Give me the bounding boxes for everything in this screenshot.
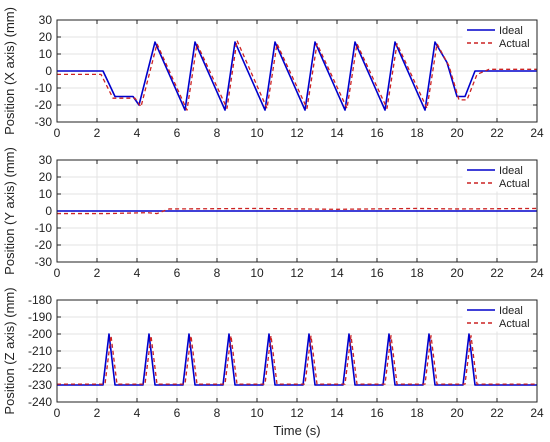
subplot-3: 0 2 4 6 8 10 12 14 16 18 20 22 24-240-230-220-210-20… <box>2 287 544 438</box>
x-tick-label: 20 <box>450 406 464 420</box>
x-tick-label: 2 <box>94 406 101 420</box>
y-tick-label: -30 <box>35 255 53 269</box>
y-tick-label: -180 <box>28 293 52 307</box>
y-axis-label: Position (Z axis) (mm) <box>2 287 17 414</box>
x-tick-label: 8 <box>214 126 221 140</box>
x-tick-label: 18 <box>410 126 424 140</box>
axes-frame <box>56 159 538 263</box>
legend-label-ideal: Ideal <box>499 25 523 37</box>
x-tick-label: 2 <box>94 266 101 280</box>
x-tick-label: 8 <box>214 266 221 280</box>
y-tick-label: -240 <box>28 395 52 409</box>
series-line-actual <box>57 207 538 215</box>
x-tick-label: 22 <box>490 266 504 280</box>
x-tick-label: 4 <box>134 126 141 140</box>
y-tick-label: 0 <box>45 64 52 78</box>
legend-box <box>462 160 537 192</box>
x-tick-label: 18 <box>410 406 424 420</box>
series-line-actual <box>57 39 537 111</box>
x-tick-label: 4 <box>134 266 141 280</box>
y-tick-label: 30 <box>39 153 53 167</box>
x-tick-label: 24 <box>530 266 544 280</box>
y-tick-label: -200 <box>28 327 52 341</box>
x-tick-label: 0 <box>54 266 61 280</box>
y-tick-label: -230 <box>28 378 52 392</box>
x-tick-label: 4 <box>134 406 141 420</box>
x-tick-label: 22 <box>490 126 504 140</box>
y-tick-label: -20 <box>35 238 53 252</box>
x-tick-label: 14 <box>330 126 344 140</box>
x-axis-label: Time (s) <box>273 423 320 438</box>
y-tick-label: -30 <box>35 115 53 129</box>
legend-label-actual: Actual <box>499 318 530 330</box>
y-axis-label: Position (X axis) (mm) <box>2 7 17 135</box>
x-tick-label: 10 <box>250 126 264 140</box>
y-tick-label: -210 <box>28 344 52 358</box>
y-tick-label: 20 <box>39 170 53 184</box>
series-line-ideal <box>57 333 537 386</box>
x-tick-label: 18 <box>410 266 424 280</box>
x-tick-label: 16 <box>370 266 384 280</box>
x-tick-label: 10 <box>250 266 264 280</box>
x-tick-label: 12 <box>290 406 304 420</box>
x-tick-label: 8 <box>214 406 221 420</box>
x-tick-label: 10 <box>250 406 264 420</box>
x-tick-label: 14 <box>330 266 344 280</box>
y-tick-label: 0 <box>45 204 52 218</box>
legend-box <box>462 20 537 52</box>
legend-label-ideal: Ideal <box>499 305 523 317</box>
legend-label-actual: Actual <box>499 38 530 50</box>
y-tick-label: -20 <box>35 98 53 112</box>
x-tick-label: 20 <box>450 126 464 140</box>
x-tick-label: 16 <box>370 126 384 140</box>
y-tick-label: 30 <box>39 13 53 27</box>
y-tick-label: 10 <box>39 47 53 61</box>
x-tick-label: 0 <box>54 406 61 420</box>
y-tick-label: -10 <box>35 81 53 95</box>
x-tick-label: 6 <box>174 126 181 140</box>
legend-box <box>462 300 537 332</box>
x-tick-label: 22 <box>490 406 504 420</box>
x-tick-label: 0 <box>54 126 61 140</box>
x-tick-label: 24 <box>530 406 544 420</box>
x-tick-label: 12 <box>290 126 304 140</box>
axes-frame <box>56 299 538 403</box>
x-tick-label: 12 <box>290 266 304 280</box>
series-line-actual <box>57 335 537 385</box>
subplot-2: 0 2 4 6 8 10 12 14 16 18 20 22 24-30-20-100102030Ide… <box>2 147 544 280</box>
y-tick-label: 20 <box>39 30 53 44</box>
axes-frame <box>56 19 538 123</box>
legend-label-actual: Actual <box>499 178 530 190</box>
x-tick-label: 6 <box>174 406 181 420</box>
x-tick-label: 16 <box>370 406 384 420</box>
legend-label-ideal: Ideal <box>499 165 523 177</box>
x-tick-label: 20 <box>450 266 464 280</box>
y-tick-label: 10 <box>39 187 53 201</box>
x-tick-label: 14 <box>330 406 344 420</box>
x-tick-label: 24 <box>530 126 544 140</box>
x-tick-label: 2 <box>94 126 101 140</box>
y-tick-label: -220 <box>28 361 52 375</box>
subplot-1: 0 2 4 6 8 10 12 14 16 18 20 22 24-30-20-100102030Ide… <box>2 7 544 140</box>
y-tick-label: -10 <box>35 221 53 235</box>
y-axis-label: Position (Y axis) (mm) <box>2 147 17 275</box>
y-tick-label: -190 <box>28 310 52 324</box>
x-tick-label: 6 <box>174 266 181 280</box>
